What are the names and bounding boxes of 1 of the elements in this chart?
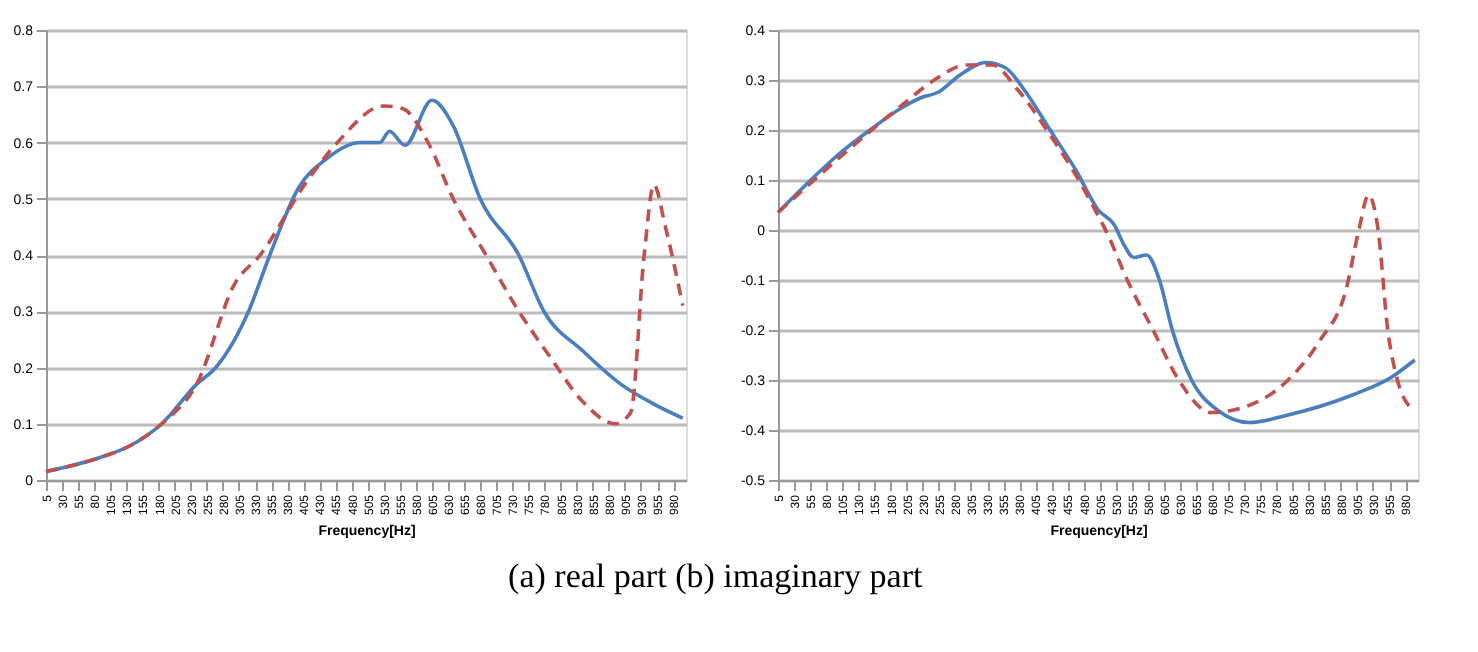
text: (a) real part (b) imaginary part bbox=[508, 557, 924, 596]
